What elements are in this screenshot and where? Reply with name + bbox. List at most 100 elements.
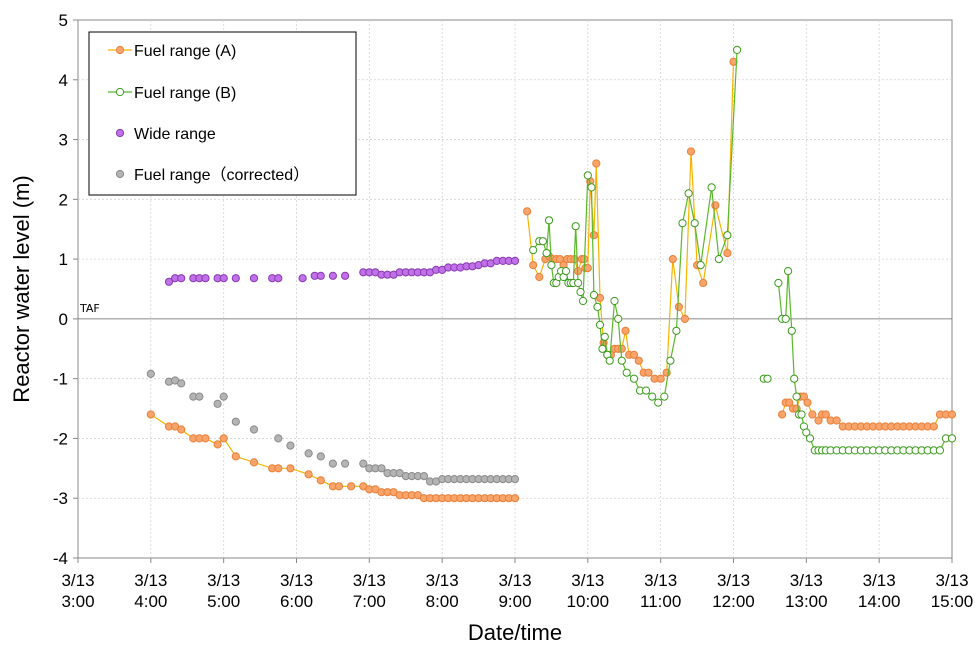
data-point: [784, 267, 793, 276]
x-tick-label-time: 11:00: [640, 592, 681, 611]
data-point: [690, 219, 699, 228]
data-point: [598, 344, 607, 353]
data-point: [219, 434, 228, 443]
data-point: [595, 320, 605, 329]
data-point: [583, 171, 592, 180]
data-point: [929, 422, 938, 431]
data-point: [622, 368, 631, 377]
data-point: [654, 398, 663, 407]
data-point: [674, 302, 684, 311]
data-point: [605, 356, 614, 365]
data-point: [249, 274, 259, 283]
data-point: [684, 189, 693, 198]
data-point: [328, 271, 337, 280]
y-axis-title: Reactor water level (m): [9, 175, 34, 402]
data-point: [634, 356, 643, 365]
x-tick-label-date: 3/13: [134, 571, 167, 590]
data-point: [419, 472, 429, 481]
data-point: [146, 410, 155, 419]
x-tick-label-date: 3/13: [207, 571, 240, 590]
legend: Fuel range (A) Fuel range (B) Wide range Fu…: [88, 31, 357, 196]
legend-label: Fuel range (B): [134, 85, 236, 102]
data-point: [629, 374, 639, 383]
data-point: [328, 459, 337, 468]
data-point: [213, 399, 222, 408]
data-point: [286, 441, 295, 450]
data-point: [621, 326, 630, 335]
x-tick-label-date: 3/13: [61, 571, 94, 590]
data-point: [583, 264, 592, 273]
data-point: [592, 159, 601, 168]
data-point: [707, 183, 716, 192]
data-point: [523, 207, 532, 216]
data-point: [648, 392, 657, 401]
data-point: [576, 287, 585, 297]
data-point: [947, 434, 957, 443]
data-point: [781, 314, 790, 323]
x-tick-label-date: 3/13: [717, 571, 750, 590]
x-tick-label-date: 3/13: [644, 571, 677, 590]
data-point: [644, 368, 653, 377]
x-tick-label-time: 15:00: [931, 592, 974, 611]
legend-label: Fuel range（corrected）: [134, 166, 309, 184]
data-point: [808, 410, 817, 419]
x-tick-label-time: 5:00: [207, 592, 240, 611]
y-tick-label: -1: [53, 370, 68, 389]
data-point: [219, 274, 228, 283]
y-tick-label: 1: [59, 250, 68, 269]
x-tick-label-date: 3/13: [571, 571, 604, 590]
data-point: [177, 274, 186, 283]
y-tick-label: -3: [53, 489, 68, 508]
data-point: [614, 314, 623, 323]
data-point: [316, 271, 325, 280]
x-tick-label-date: 3/13: [426, 571, 459, 590]
data-point: [542, 249, 551, 258]
data-series: [146, 45, 957, 503]
x-tick-label-date: 3/13: [863, 571, 896, 590]
x-tick-label-date: 3/13: [353, 571, 386, 590]
data-point: [544, 216, 554, 225]
data-point: [723, 231, 732, 240]
data-point: [774, 278, 783, 288]
data-point: [219, 392, 228, 401]
x-tick-label-date: 3/13: [790, 571, 823, 590]
y-tick-label: 3: [59, 131, 68, 150]
data-point: [660, 392, 669, 401]
x-tick-label-time: 9:00: [498, 592, 531, 611]
data-point: [377, 464, 386, 473]
series-1: [529, 45, 957, 455]
data-point: [814, 416, 823, 425]
data-point: [803, 398, 812, 407]
data-point: [177, 379, 186, 388]
data-point: [529, 261, 538, 270]
data-point: [201, 434, 210, 443]
data-point: [656, 374, 665, 383]
data-point: [729, 57, 738, 66]
data-point: [610, 296, 619, 306]
data-point: [617, 344, 626, 353]
data-point: [629, 350, 639, 359]
data-point: [668, 255, 677, 264]
legend-label: Fuel range (A): [134, 43, 236, 60]
data-point: [274, 274, 283, 283]
x-axis-title: Date/time: [468, 620, 562, 645]
x-tick-label-time: 14:00: [858, 592, 901, 611]
x-tick-label-date: 3/13: [935, 571, 968, 590]
data-point: [538, 237, 548, 246]
data-point: [680, 314, 690, 323]
legend-marker: [115, 45, 125, 55]
y-tick-label: 2: [59, 190, 68, 209]
data-point: [686, 147, 696, 156]
data-point: [947, 410, 957, 419]
data-point: [164, 277, 174, 286]
x-tick-label-time: 13:00: [785, 592, 828, 611]
data-point: [785, 398, 794, 407]
legend-box: [88, 31, 357, 196]
data-point: [510, 475, 520, 484]
data-point: [672, 326, 681, 335]
data-point: [146, 369, 155, 378]
data-point: [589, 290, 599, 300]
data-point: [733, 45, 742, 55]
data-point: [316, 476, 325, 485]
